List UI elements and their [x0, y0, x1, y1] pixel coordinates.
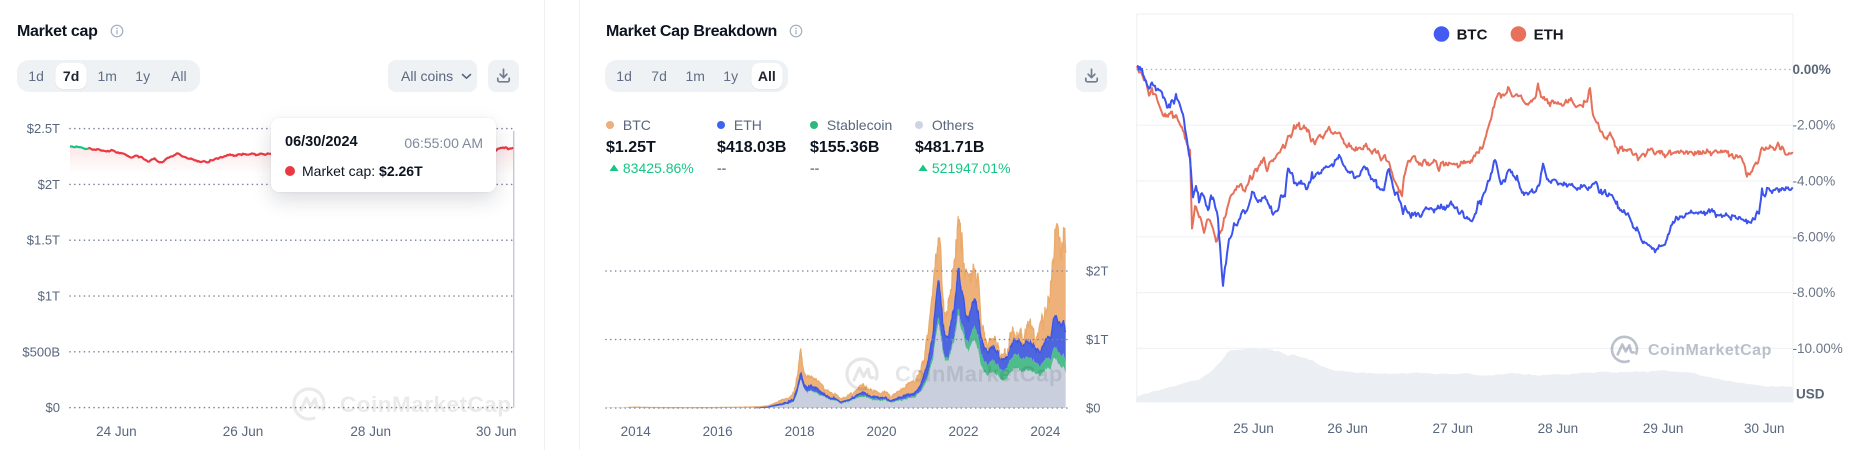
svg-text:$1T: $1T	[38, 289, 60, 304]
svg-text:-2.00%: -2.00%	[1793, 118, 1836, 133]
svg-text:2020: 2020	[866, 424, 896, 439]
svg-text:$500B: $500B	[22, 344, 60, 359]
svg-text:$0: $0	[46, 400, 60, 415]
svg-text:28 Jun: 28 Jun	[1538, 421, 1579, 436]
svg-text:$2T: $2T	[1086, 264, 1108, 279]
svg-text:$1.5T: $1.5T	[27, 233, 60, 248]
svg-text:-8.00%: -8.00%	[1793, 285, 1836, 300]
svg-text:CoinMarketCap: CoinMarketCap	[1648, 342, 1772, 359]
svg-text:$2T: $2T	[38, 177, 60, 192]
svg-text:2014: 2014	[621, 424, 652, 439]
svg-text:$2.5T: $2.5T	[27, 121, 60, 136]
svg-text:BTC: BTC	[1457, 27, 1488, 44]
svg-text:26 Jun: 26 Jun	[223, 424, 264, 439]
svg-text:0.00%: 0.00%	[1793, 62, 1831, 77]
svg-text:30 Jun: 30 Jun	[1744, 421, 1785, 436]
svg-text:30 Jun: 30 Jun	[476, 424, 517, 439]
svg-text:2024: 2024	[1030, 424, 1061, 439]
svg-text:24 Jun: 24 Jun	[96, 424, 137, 439]
svg-text:CoinMarketCap: CoinMarketCap	[895, 362, 1063, 387]
svg-text:USD: USD	[1796, 387, 1825, 402]
svg-text:-10.00%: -10.00%	[1793, 341, 1843, 356]
svg-text:-4.00%: -4.00%	[1793, 174, 1836, 189]
svg-text:CoinMarketCap: CoinMarketCap	[340, 392, 512, 417]
svg-text:$1T: $1T	[1086, 332, 1108, 347]
svg-text:25 Jun: 25 Jun	[1233, 421, 1274, 436]
svg-text:2016: 2016	[703, 424, 733, 439]
svg-text:2022: 2022	[948, 424, 978, 439]
svg-text:27 Jun: 27 Jun	[1433, 421, 1474, 436]
svg-text:-6.00%: -6.00%	[1793, 229, 1836, 244]
svg-text:$0: $0	[1086, 401, 1100, 416]
svg-text:26 Jun: 26 Jun	[1327, 421, 1368, 436]
svg-text:2018: 2018	[785, 424, 815, 439]
svg-text:28 Jun: 28 Jun	[350, 424, 391, 439]
svg-text:29 Jun: 29 Jun	[1643, 421, 1684, 436]
svg-text:ETH: ETH	[1534, 27, 1564, 44]
